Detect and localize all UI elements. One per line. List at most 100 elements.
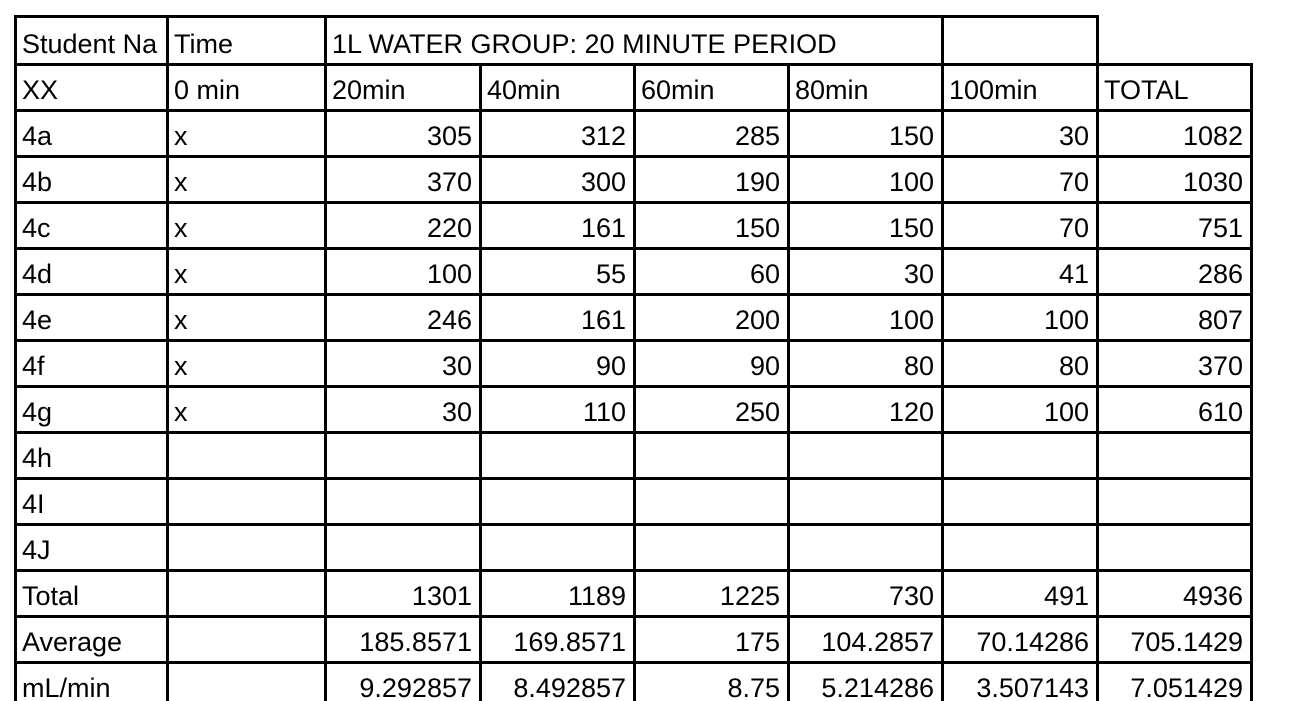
cell-value[interactable]: 185.8571	[324, 615, 482, 664]
cell-value[interactable]: 150	[786, 201, 945, 250]
cell-row-total[interactable]	[1096, 477, 1254, 526]
cell-value[interactable]: 150	[633, 201, 790, 250]
cell-value[interactable]: 8.492857	[479, 661, 636, 701]
cell-time-mark[interactable]: x	[166, 109, 327, 158]
cell-value[interactable]: 200	[633, 293, 790, 342]
cell-value[interactable]: 1301	[324, 569, 482, 618]
cell-summary-label[interactable]: mL/min	[14, 661, 169, 701]
cell-value[interactable]: 100	[786, 155, 945, 204]
cell-student-label[interactable]: 4h	[14, 431, 169, 480]
cell-student-label[interactable]: 4J	[14, 523, 169, 572]
cell-value[interactable]	[324, 431, 482, 480]
cell-value[interactable]: 3.507143	[941, 661, 1100, 701]
cell-row-total[interactable]: 751	[1096, 201, 1254, 250]
cell-row-total[interactable]: 370	[1096, 339, 1254, 388]
cell-value[interactable]: 246	[324, 293, 482, 342]
cell-value[interactable]	[479, 523, 636, 572]
cell-value[interactable]: 41	[941, 247, 1100, 296]
cell-time-mark[interactable]: x	[166, 155, 327, 204]
cell-value[interactable]: 491	[941, 569, 1100, 618]
cell-value[interactable]: 30	[941, 109, 1100, 158]
cell-value[interactable]: 161	[479, 293, 636, 342]
cell-value[interactable]	[786, 431, 945, 480]
cell-value[interactable]: 30	[786, 247, 945, 296]
cell-value[interactable]: 220	[324, 201, 482, 250]
header-time[interactable]: Time	[166, 15, 327, 66]
cell-value[interactable]: 312	[479, 109, 636, 158]
cell-summary-label[interactable]: Average	[14, 615, 169, 664]
cell-row-total[interactable]	[1096, 523, 1254, 572]
col-header-40min[interactable]: 40min	[479, 63, 636, 112]
cell-student-label[interactable]: 4b	[14, 155, 169, 204]
cell-value[interactable]: 100	[941, 385, 1100, 434]
cell-value[interactable]: 110	[479, 385, 636, 434]
cell-value[interactable]: 161	[479, 201, 636, 250]
cell-student-label[interactable]: 4d	[14, 247, 169, 296]
cell-value[interactable]: 250	[633, 385, 790, 434]
cell-time-mark[interactable]	[166, 569, 327, 618]
cell-value[interactable]: 150	[786, 109, 945, 158]
cell-value[interactable]: 104.2857	[786, 615, 945, 664]
cell-value[interactable]: 175	[633, 615, 790, 664]
cell-student-label[interactable]: 4g	[14, 385, 169, 434]
cell-value[interactable]	[786, 523, 945, 572]
cell-value[interactable]: 90	[479, 339, 636, 388]
cell-row-total[interactable]	[1096, 431, 1254, 480]
cell-value[interactable]: 300	[479, 155, 636, 204]
col-header-100min[interactable]: 100min	[941, 63, 1100, 112]
cell-value[interactable]	[324, 477, 482, 526]
cell-time-mark[interactable]	[166, 523, 327, 572]
cell-value[interactable]	[633, 431, 790, 480]
cell-value[interactable]: 730	[786, 569, 945, 618]
cell-value[interactable]: 1189	[479, 569, 636, 618]
col-header-total[interactable]: TOTAL	[1096, 63, 1254, 112]
cell-value[interactable]: 100	[786, 293, 945, 342]
cell-value[interactable]	[479, 431, 636, 480]
cell-row-total[interactable]: 286	[1096, 247, 1254, 296]
cell-value[interactable]: 190	[633, 155, 790, 204]
cell-value[interactable]: 90	[633, 339, 790, 388]
cell-time-mark[interactable]: x	[166, 293, 327, 342]
cell-summary-label[interactable]: Total	[14, 569, 169, 618]
cell-value[interactable]: 70	[941, 155, 1100, 204]
cell-value[interactable]: 30	[324, 339, 482, 388]
header-student-name[interactable]: Student Na	[14, 15, 169, 66]
cell-time-mark[interactable]: x	[166, 247, 327, 296]
cell-time-mark[interactable]: x	[166, 339, 327, 388]
cell-row-total[interactable]: 1030	[1096, 155, 1254, 204]
cell-value[interactable]	[633, 477, 790, 526]
col-header-xx[interactable]: XX	[14, 63, 169, 112]
cell-value[interactable]	[324, 523, 482, 572]
cell-value[interactable]: 70	[941, 201, 1100, 250]
cell-value[interactable]: 9.292857	[324, 661, 482, 701]
cell-row-total[interactable]: 4936	[1096, 569, 1254, 618]
cell-value[interactable]: 80	[786, 339, 945, 388]
cell-value[interactable]	[479, 477, 636, 526]
cell-value[interactable]: 285	[633, 109, 790, 158]
cell-row-total[interactable]: 1082	[1096, 109, 1254, 158]
table-title[interactable]: 1L WATER GROUP: 20 MINUTE PERIOD	[323, 15, 945, 66]
cell-value[interactable]	[633, 523, 790, 572]
cell-student-label[interactable]: 4I	[14, 477, 169, 526]
cell-value[interactable]: 55	[479, 247, 636, 296]
cell-value[interactable]	[941, 477, 1100, 526]
cell-value[interactable]: 5.214286	[786, 661, 945, 701]
cell-value[interactable]	[786, 477, 945, 526]
cell-value[interactable]	[941, 523, 1100, 572]
cell-value[interactable]: 305	[324, 109, 482, 158]
cell-time-mark[interactable]	[166, 477, 327, 526]
cell-row-total[interactable]: 807	[1096, 293, 1254, 342]
cell-value[interactable]: 70.14286	[941, 615, 1100, 664]
cell-row-total[interactable]: 7.051429	[1096, 661, 1254, 701]
cell-row-total[interactable]: 610	[1096, 385, 1254, 434]
col-header-20min[interactable]: 20min	[324, 63, 482, 112]
cell-row-total[interactable]: 705.1429	[1096, 615, 1254, 664]
cell-student-label[interactable]: 4e	[14, 293, 169, 342]
cell-value[interactable]	[941, 431, 1100, 480]
cell-time-mark[interactable]	[166, 615, 327, 664]
cell-time-mark[interactable]: x	[166, 385, 327, 434]
cell-value[interactable]: 60	[633, 247, 790, 296]
header-spacer-cell[interactable]	[941, 15, 1100, 66]
cell-value[interactable]: 1225	[633, 569, 790, 618]
col-header-80min[interactable]: 80min	[786, 63, 945, 112]
